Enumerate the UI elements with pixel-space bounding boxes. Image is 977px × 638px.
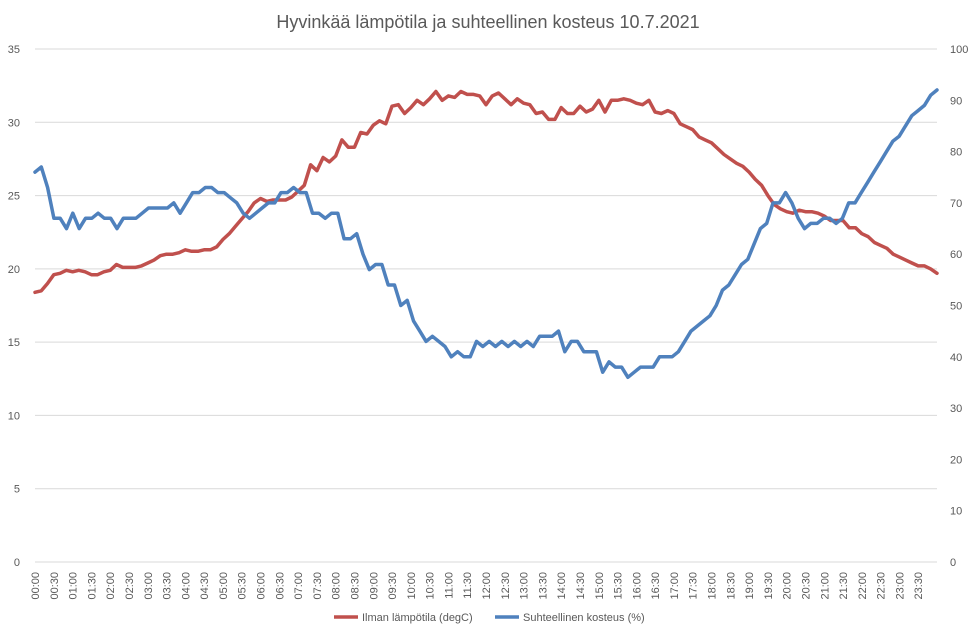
series-lines (33, 88, 939, 380)
x-tick-label: 02:00 (105, 572, 117, 600)
legend: Ilman lämpötila (degC) Suhteellinen kost… (334, 612, 645, 624)
x-tick-label: 17:30 (688, 572, 700, 600)
x-tick-label: 21:30 (838, 572, 850, 600)
right-tick-label: 100 (950, 44, 968, 56)
right-tick-label: 0 (950, 557, 956, 569)
x-tick-label: 18:00 (707, 572, 719, 600)
left-tick-label: 30 (8, 117, 20, 129)
x-tick-label: 05:00 (218, 572, 230, 600)
x-tick-label: 10:30 (425, 572, 437, 600)
x-tick-label: 11:30 (462, 572, 474, 599)
left-tick-label: 20 (8, 264, 20, 276)
chart-title: Hyvinkää lämpötila ja suhteellinen koste… (276, 12, 699, 32)
right-tick-label: 60 (950, 249, 962, 261)
x-tick-label: 23:30 (913, 572, 925, 600)
x-tick-label: 13:00 (519, 572, 531, 600)
x-tick-label: 01:00 (68, 572, 80, 600)
x-tick-label: 17:00 (669, 572, 681, 600)
x-tick-label: 07:30 (312, 572, 324, 600)
x-tick-label: 10:00 (406, 572, 418, 600)
legend-label-temperature: Ilman lämpötila (degC) (362, 612, 473, 624)
x-tick-label: 00:00 (30, 572, 42, 600)
x-tick-label: 23:00 (894, 572, 906, 600)
x-tick-label: 21:00 (819, 572, 831, 600)
x-tick-label: 07:00 (293, 572, 305, 600)
x-tick-label: 03:00 (143, 572, 155, 600)
right-tick-label: 50 (950, 301, 962, 313)
left-y-axis-ticks: 0 5 10 15 20 25 30 35 (8, 44, 20, 569)
right-tick-label: 30 (950, 403, 962, 415)
series-line-temperature (33, 89, 939, 295)
x-tick-label: 16:00 (631, 572, 643, 600)
x-tick-label: 19:30 (763, 572, 775, 600)
x-tick-label: 03:30 (162, 572, 174, 600)
left-tick-label: 15 (8, 337, 20, 349)
x-tick-label: 08:30 (349, 572, 361, 600)
x-axis-ticks: 00:00 00:30 01:00 01:30 02:00 02:30 03:00 03:30… (30, 572, 925, 600)
x-tick-label: 11:00 (443, 572, 455, 599)
x-tick-label: 05:30 (237, 572, 249, 600)
right-tick-label: 80 (950, 147, 962, 159)
x-tick-label: 13:30 (537, 572, 549, 600)
right-tick-label: 40 (950, 352, 962, 364)
x-tick-label: 16:30 (650, 572, 662, 600)
x-tick-label: 06:00 (256, 572, 268, 600)
right-tick-label: 10 (950, 506, 962, 518)
right-tick-label: 90 (950, 95, 962, 107)
x-tick-label: 20:00 (782, 572, 794, 600)
x-tick-label: 04:00 (180, 572, 192, 600)
legend-label-humidity: Suhteellinen kosteus (%) (523, 612, 645, 624)
x-tick-label: 06:30 (274, 572, 286, 600)
x-tick-label: 12:00 (481, 572, 493, 600)
series-line-humidity (33, 88, 939, 380)
x-tick-label: 00:30 (49, 572, 61, 600)
x-tick-label: 14:00 (556, 572, 568, 600)
left-tick-label: 10 (8, 410, 20, 422)
x-tick-label: 12:30 (500, 572, 512, 600)
left-tick-label: 0 (14, 557, 20, 569)
x-tick-label: 09:30 (387, 572, 399, 600)
x-tick-label: 18:30 (725, 572, 737, 600)
x-tick-label: 04:30 (199, 572, 211, 600)
x-tick-label: 08:00 (331, 572, 343, 600)
x-tick-label: 19:00 (744, 572, 756, 600)
x-tick-label: 02:30 (124, 572, 136, 600)
left-tick-label: 25 (8, 191, 20, 203)
x-tick-label: 22:30 (876, 572, 888, 600)
x-tick-label: 01:30 (86, 572, 98, 600)
right-tick-label: 20 (950, 454, 962, 466)
gridlines (35, 48, 937, 563)
x-tick-label: 14:30 (575, 572, 587, 600)
x-tick-label: 09:00 (368, 572, 380, 600)
left-tick-label: 35 (8, 44, 20, 56)
right-tick-label: 70 (950, 198, 962, 210)
right-y-axis-ticks: 0 10 20 30 40 50 60 70 80 90 100 (950, 44, 968, 569)
x-tick-label: 20:30 (800, 572, 812, 600)
left-tick-label: 5 (14, 484, 20, 496)
x-tick-label: 22:00 (857, 572, 869, 600)
x-tick-label: 15:00 (594, 572, 606, 600)
x-tick-label: 15:30 (613, 572, 625, 600)
